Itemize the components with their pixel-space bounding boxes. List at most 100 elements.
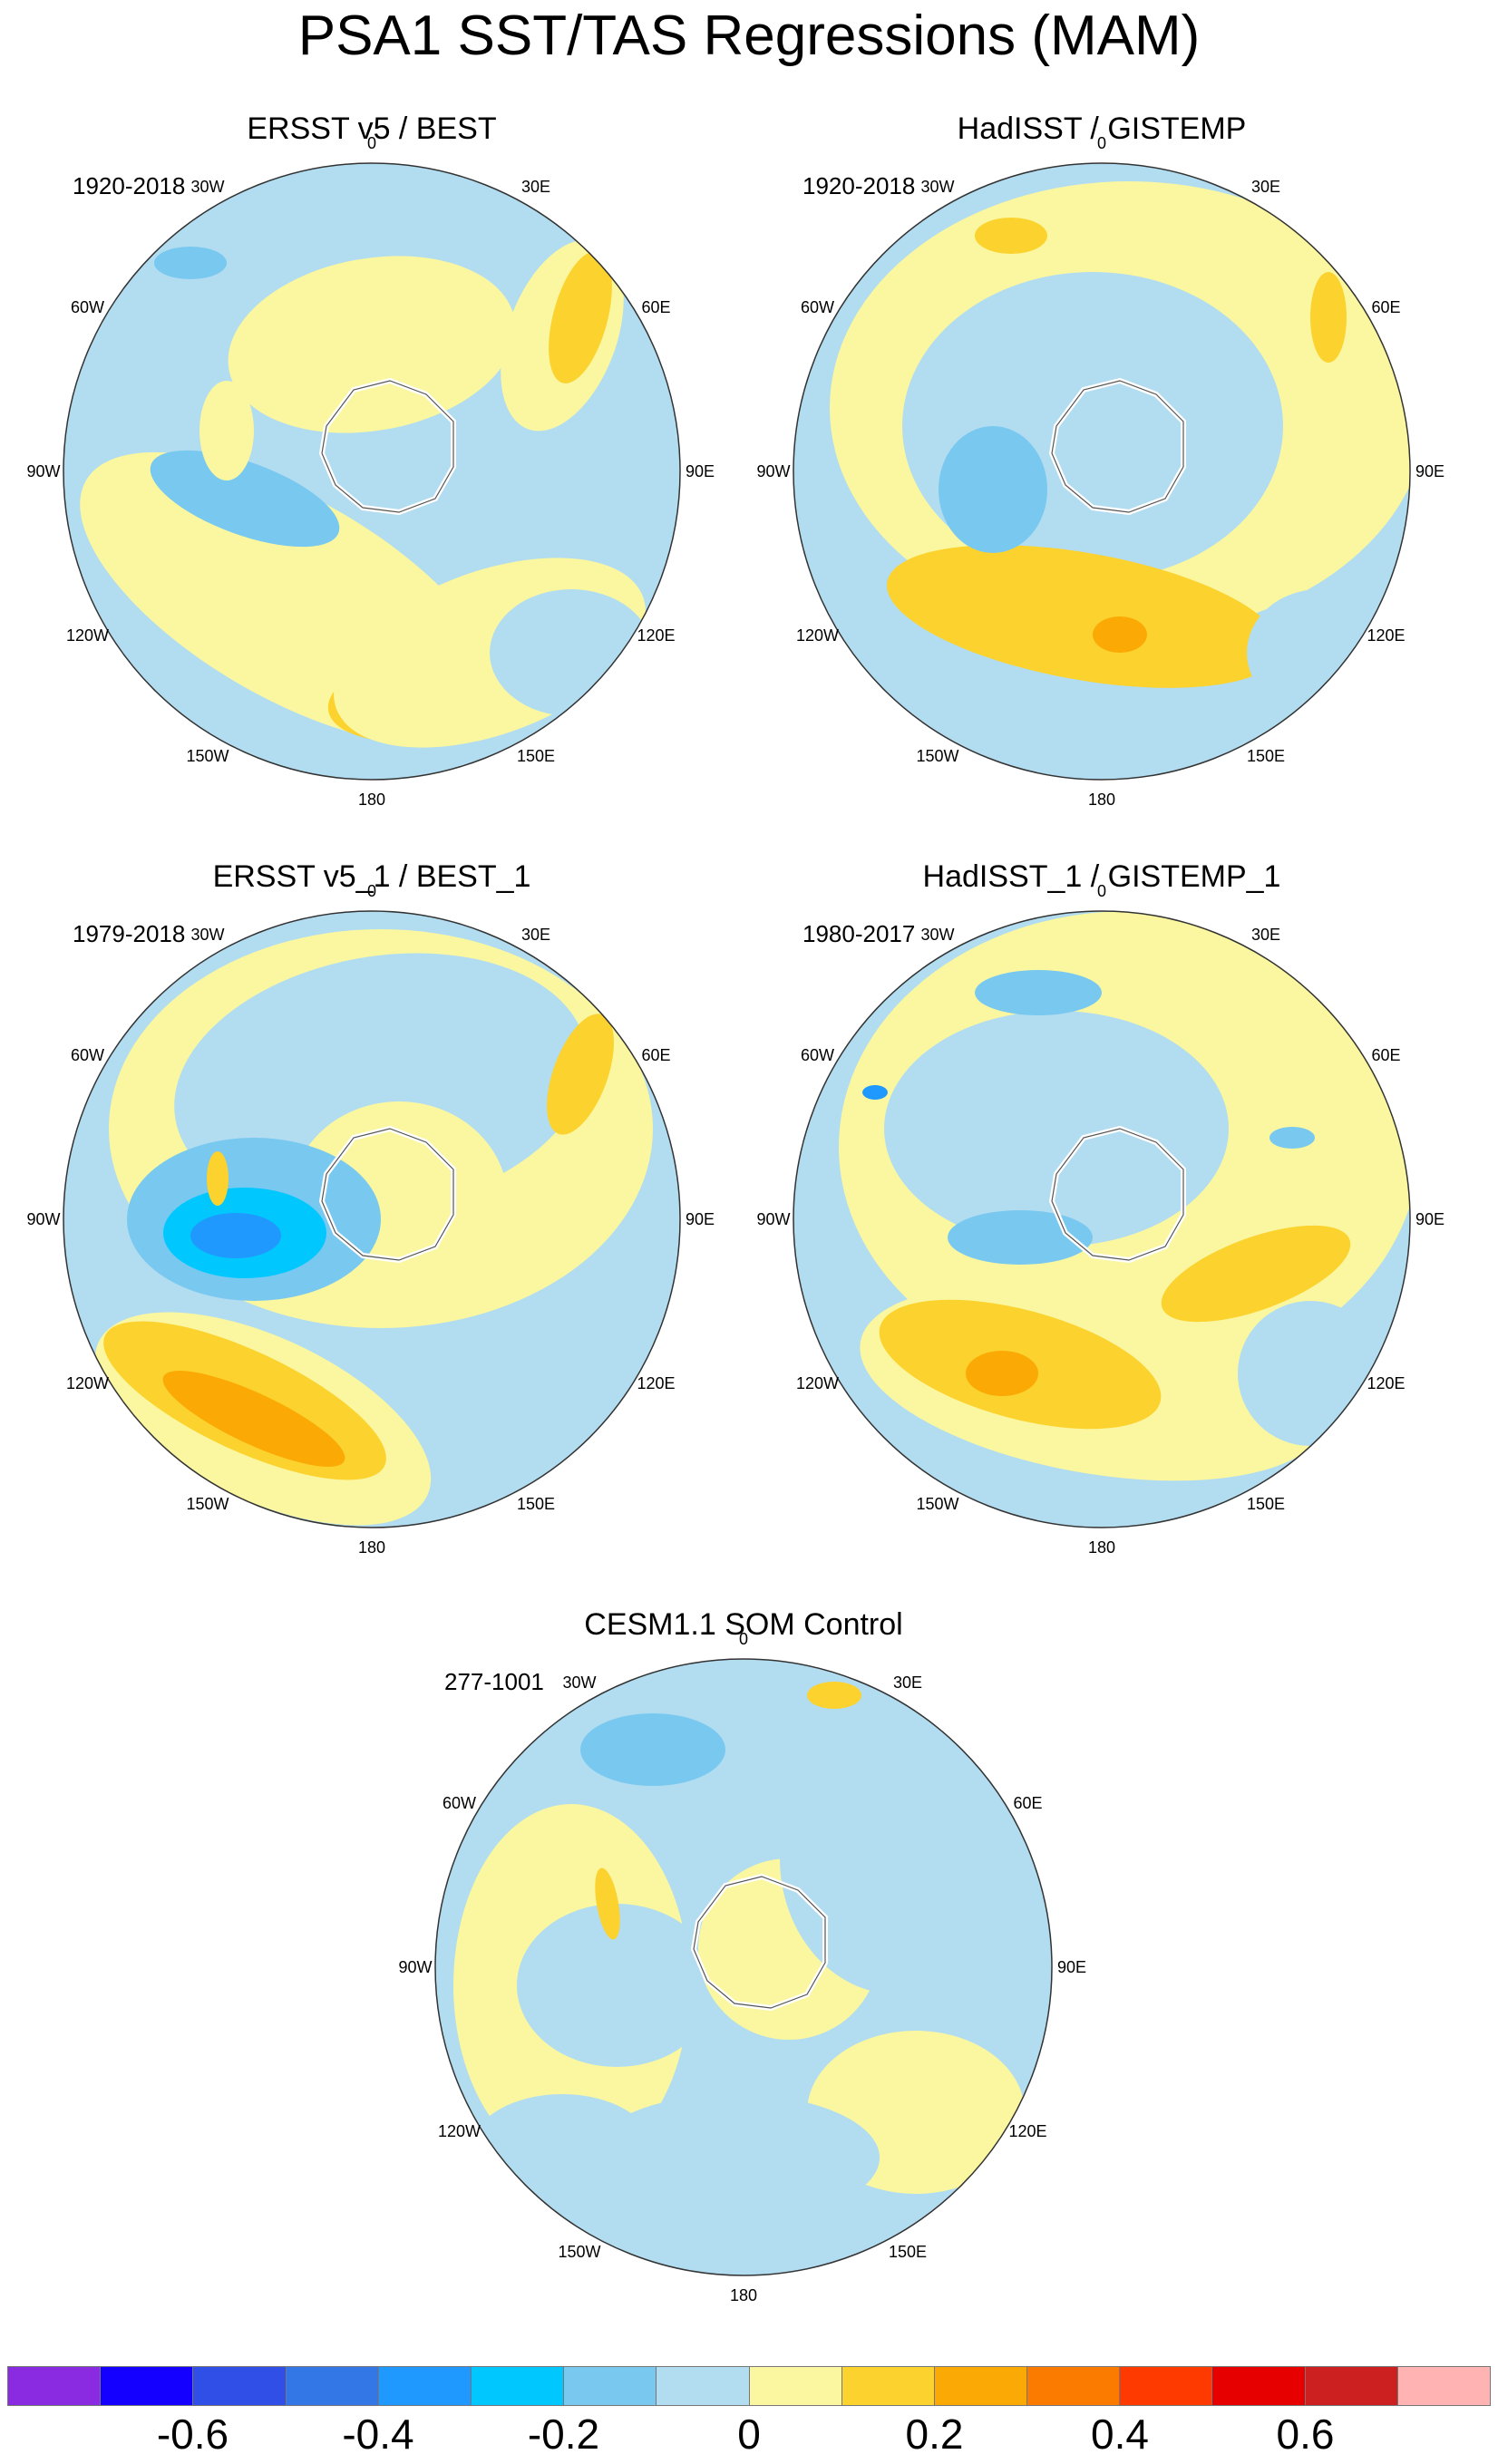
longitude-label: 120E <box>637 1374 676 1392</box>
longitude-label: 90E <box>1056 1958 1087 1976</box>
regression-region <box>517 1904 716 2067</box>
polar-map <box>793 910 1411 1528</box>
regression-region <box>472 2094 653 2203</box>
colorbar-box <box>1027 2367 1121 2405</box>
regression-region <box>150 450 340 548</box>
panel-title: ERSST v5_1 / BEST_1 <box>212 859 531 894</box>
longitude-label: 30E <box>520 926 551 945</box>
panel-title: HadISST_1 / GISTEMP_1 <box>922 859 1281 894</box>
longitude-label: 150W <box>916 746 959 765</box>
longitude-label: 150E <box>1246 1494 1286 1513</box>
longitude-label: 30E <box>892 1673 923 1693</box>
regression-region <box>948 1210 1093 1265</box>
regression-region <box>154 247 227 279</box>
colorbar-box <box>1397 2367 1490 2405</box>
regression-region <box>887 545 1280 688</box>
colorbar-box <box>934 2367 1028 2405</box>
period-label: 1920-2018 <box>73 172 186 199</box>
regression-region <box>580 1713 725 1786</box>
longitude-label: 150W <box>916 1494 959 1513</box>
regression-region <box>884 1011 1229 1247</box>
longitude-label: 30W <box>920 926 955 945</box>
regression-region <box>807 1682 861 1709</box>
regression-region <box>1269 1127 1315 1149</box>
map-boundary <box>434 1658 1053 2276</box>
colorbar-tick-label: 0.2 <box>905 2411 964 2458</box>
map-panel-ersst-best: ERSST v5 / BEST 1920-2018 0 30E 60E 90E 120E… <box>26 109 715 834</box>
longitude-label: 90E <box>685 462 715 480</box>
longitude-label: 180 <box>357 1538 386 1557</box>
longitude-label: 180 <box>1087 791 1116 809</box>
regression-region <box>589 2094 880 2221</box>
longitude-label: 90W <box>756 462 791 480</box>
longitude-label: 180 <box>729 2286 758 2304</box>
map-boundary <box>63 910 681 1528</box>
regression-region <box>1238 1301 1383 1446</box>
longitude-label: 30W <box>190 926 225 945</box>
colorbar-tick-label: -0.2 <box>527 2411 600 2458</box>
polar-map <box>793 162 1411 781</box>
colorbar-box <box>286 2367 379 2405</box>
map-field <box>793 163 1410 780</box>
colorbar-box <box>471 2367 565 2405</box>
longitude-label: 180 <box>1087 1538 1116 1557</box>
longitude-label: 120E <box>637 626 676 645</box>
colorbar-box <box>657 2367 750 2405</box>
colorbar-box <box>101 2367 194 2405</box>
colorbar-box <box>564 2367 657 2405</box>
longitude-label: 30W <box>562 1673 597 1693</box>
longitude-label: 60W <box>800 298 834 316</box>
map-boundary <box>793 910 1411 1528</box>
longitude-label: 120W <box>795 626 839 645</box>
colorbar-tick-label: 0 <box>737 2411 761 2458</box>
polar-map <box>434 1658 1053 2276</box>
longitude-label: 150W <box>558 2242 601 2261</box>
longitude-label: 30W <box>920 178 955 197</box>
longitude-label: 0 <box>366 134 377 152</box>
longitude-label: 150W <box>186 1494 229 1513</box>
longitude-label: 150E <box>516 746 556 765</box>
antarctica-coastline <box>693 1876 826 2009</box>
longitude-label: 90W <box>26 1210 61 1228</box>
longitude-label: 60W <box>800 1046 834 1064</box>
longitude-label: 120W <box>437 2122 481 2140</box>
regression-region <box>228 256 516 433</box>
period-label: 1920-2018 <box>802 172 916 199</box>
longitude-label: 120E <box>1367 1374 1406 1392</box>
longitude-label: 120E <box>1367 626 1406 645</box>
panel-title: CESM1.1 SOM Control <box>584 1607 903 1642</box>
map-panel-cesm-som-control: CESM1.1 SOM Control 277-1001 0 30E 60E 90E 1… <box>398 1605 1086 2330</box>
longitude-label: 60W <box>70 1046 104 1064</box>
regression-region <box>966 1351 1038 1396</box>
colorbar-box <box>749 2367 842 2405</box>
longitude-label: 60W <box>442 1794 476 1812</box>
longitude-label: 30E <box>1250 178 1281 197</box>
longitude-label: 0 <box>366 882 377 900</box>
regression-region <box>490 589 653 716</box>
regression-region <box>162 1371 345 1467</box>
regression-region <box>595 1867 620 1940</box>
longitude-label: 60E <box>1013 1794 1043 1812</box>
longitude-label: 30W <box>190 178 225 197</box>
polar-map <box>63 910 681 1528</box>
longitude-label: 90W <box>756 1210 791 1228</box>
map-boundary <box>63 162 681 781</box>
longitude-label: 60W <box>70 298 104 316</box>
longitude-label: 30E <box>520 178 551 197</box>
regression-region <box>190 1213 281 1258</box>
regression-region <box>975 218 1047 254</box>
map-panel-hadisst-gistemp-1: HadISST_1 / GISTEMP_1 1980-2017 0 30E 60E 9… <box>756 857 1444 1582</box>
regression-region <box>207 1151 229 1206</box>
longitude-label: 0 <box>1096 882 1107 900</box>
longitude-label: 180 <box>357 791 386 809</box>
colorbar-box <box>841 2367 935 2405</box>
longitude-label: 60E <box>641 1046 671 1064</box>
longitude-label: 120E <box>1008 2122 1047 2140</box>
colorbar-tick-label: -0.4 <box>342 2411 414 2458</box>
colorbar-tick-label: 0.6 <box>1276 2411 1335 2458</box>
regression-region <box>862 1085 888 1100</box>
regression-region <box>199 381 254 480</box>
colorbar-box <box>193 2367 287 2405</box>
longitude-label: 150E <box>516 1494 556 1513</box>
longitude-label: 90W <box>398 1958 433 1976</box>
